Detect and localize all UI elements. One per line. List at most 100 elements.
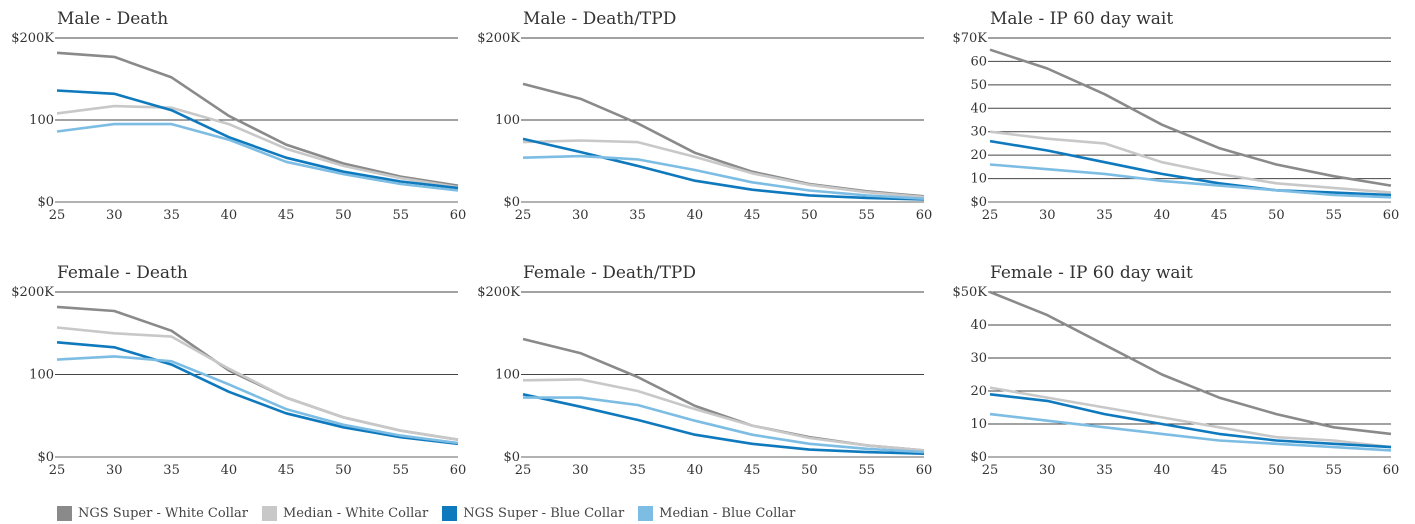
series-line-ngs-super-white-collar [56,51,459,187]
x-tick-label: 40 [687,463,704,478]
x-tick-label: 35 [629,208,646,223]
y-tick-label: $0 [970,195,987,210]
series-line-ngs-super-blue-collar [56,341,459,446]
x-tick-label: 50 [801,208,818,223]
y-tick-label: $0 [503,450,520,465]
y-tick-label: 100 [29,368,54,383]
chart-title: Female - Death/TPD [523,263,696,283]
x-tick-label: 45 [1211,208,1228,223]
legend-item-median-blue-collar: Median - Blue Collar [638,506,795,521]
series-line-median-blue-collar [522,154,925,200]
x-tick-label: 30 [572,208,589,223]
y-tick-label: 40 [970,318,987,333]
x-tick-label: 35 [1096,208,1113,223]
x-tick-label: 30 [1039,208,1056,223]
charts-canvas: Male - Death $0 100 $200K 25 30 35 40 45 50 55 60 Ma… [11,9,1400,478]
x-tick-label: 25 [515,463,532,478]
y-tick-label: $0 [37,450,54,465]
legend-label-median-white-collar: Median - White Collar [282,506,429,521]
y-tick-label: $200K [477,285,520,300]
x-tick-label: 40 [1154,208,1171,223]
chart-male-ip-60-day-wait: Male - IP 60 day wait $0 10 20 30 40 50 60 $70K 2… [952,9,1399,223]
series-line-median-white-collar [56,104,459,189]
series-line-median-white-collar [56,326,459,441]
y-tick-label: 30 [970,351,987,366]
x-tick-label: 25 [515,208,532,223]
chart-title: Male - Death/TPD [523,9,676,29]
x-tick-label: 40 [221,208,238,223]
series-line-median-blue-collar [56,122,459,192]
y-tick-label: $50K [952,285,987,300]
x-tick-label: 30 [572,463,589,478]
x-tick-label: 30 [106,463,123,478]
x-tick-label: 35 [163,208,180,223]
x-tick-label: 45 [744,463,761,478]
x-tick-label: 35 [629,463,646,478]
x-tick-label: 60 [450,208,467,223]
y-tick-label: 30 [970,125,987,140]
series-line-median-white-collar [522,378,925,452]
x-tick-label: 45 [744,208,761,223]
x-tick-label: 55 [1325,208,1342,223]
chart-male-death-tpd: Male - Death/TPD $0 100 $200K 25 30 35 40 45 50 55… [477,9,932,223]
series-line-ngs-super-blue-collar [56,89,459,190]
series-line-median-blue-collar [989,163,1392,199]
y-tick-label: $0 [503,195,520,210]
x-tick-label: 50 [335,208,352,223]
x-tick-label: 50 [1268,208,1285,223]
series-line-median-white-collar [989,130,1392,194]
series-line-ngs-super-blue-collar [522,137,925,201]
series-line-ngs-super-blue-collar [522,393,925,455]
legend-item-ngs-white-collar: NGS Super - White Collar [57,506,248,521]
chart-title: Male - Death [57,9,168,29]
x-tick-label: 25 [49,208,66,223]
y-tick-label: $200K [477,31,520,46]
series-line-median-blue-collar [989,412,1392,452]
y-tick-label: 50 [970,78,987,93]
series-line-median-white-collar [522,139,925,199]
x-tick-label: 60 [916,463,933,478]
y-tick-label: 100 [495,368,520,383]
y-tick-label: 60 [970,54,987,69]
x-tick-label: 55 [392,208,409,223]
x-tick-label: 45 [1211,463,1228,478]
chart-title: Female - Death [57,263,188,283]
x-tick-label: 50 [801,463,818,478]
x-tick-label: 60 [1383,463,1400,478]
y-tick-label: 100 [495,113,520,128]
x-tick-label: 55 [858,463,875,478]
chart-female-death-tpd: Female - Death/TPD $0 100 $200K 25 30 35 40 45 50… [477,263,932,478]
x-tick-label: 45 [278,208,295,223]
legend-label-ngs-blue-collar: NGS Super - Blue Collar [463,506,625,521]
x-tick-label: 25 [982,463,999,478]
chart-title: Male - IP 60 day wait [990,9,1173,29]
x-tick-label: 30 [106,208,123,223]
series-line-ngs-super-white-collar [522,337,925,452]
x-tick-label: 40 [221,463,238,478]
x-tick-label: 40 [1154,463,1171,478]
y-tick-label: $200K [11,285,54,300]
series-line-median-blue-collar [523,396,925,454]
legend-swatch-ngs-white-collar [57,506,72,521]
series-line-median-blue-collar [56,355,459,445]
series-line-ngs-super-blue-collar [989,393,1392,449]
y-tick-label: 10 [970,417,987,432]
series-line-ngs-super-blue-collar [989,139,1392,197]
y-tick-label: $0 [970,450,987,465]
x-tick-label: 25 [982,208,999,223]
legend-item-median-white-collar: Median - White Collar [261,506,429,521]
chart-title: Female - IP 60 day wait [990,263,1193,283]
series-line-median-white-collar [989,386,1392,449]
legend-swatch-median-blue-collar [638,506,654,521]
legend-swatch-ngs-blue-collar [442,506,458,521]
x-tick-label: 55 [392,463,409,478]
x-tick-label: 30 [1039,463,1056,478]
y-tick-label: $0 [37,195,54,210]
x-tick-label: 35 [1096,463,1113,478]
x-tick-label: 50 [1268,463,1285,478]
series-line-ngs-super-white-collar [56,305,459,441]
chart-female-death: Female - Death $0 100 $200K 25 30 35 40 45 50 55 60 [11,263,466,478]
x-tick-label: 45 [278,463,295,478]
x-tick-label: 50 [335,463,352,478]
x-tick-label: 35 [163,463,180,478]
